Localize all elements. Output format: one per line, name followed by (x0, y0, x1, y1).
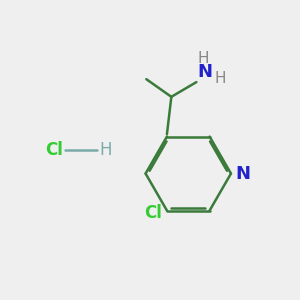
Text: H: H (197, 51, 208, 66)
Text: N: N (198, 63, 213, 81)
Text: H: H (214, 71, 226, 86)
Text: H: H (99, 141, 112, 159)
Text: N: N (236, 165, 250, 183)
Text: Cl: Cl (45, 141, 63, 159)
Text: Cl: Cl (144, 205, 162, 223)
